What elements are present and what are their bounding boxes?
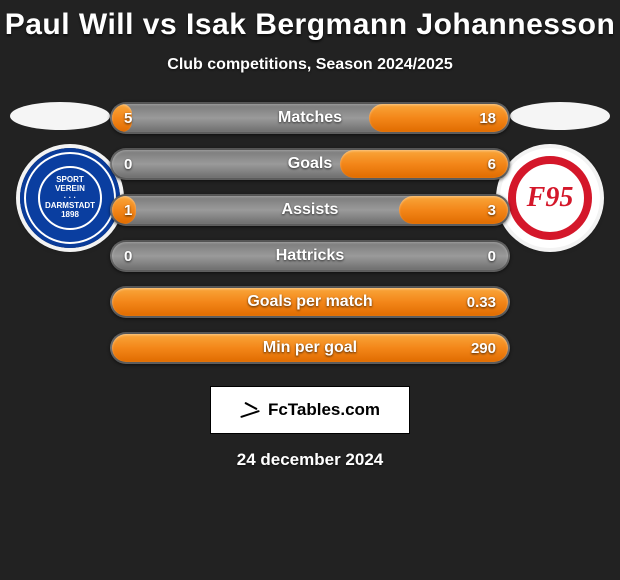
brand-logo: FcTables.com: [210, 386, 410, 434]
brand-spark-icon: [240, 401, 262, 419]
bar-row: 06Goals: [110, 148, 510, 180]
comparison-chart: SPORTVEREIN· · ·DARMSTADT1898 F95 518Mat…: [0, 102, 620, 372]
brand-text: FcTables.com: [268, 400, 380, 420]
bar-row: 0 0Hattricks: [110, 240, 510, 272]
player-right-avatar-placeholder: [510, 102, 610, 130]
bar-row: 0.33Goals per match: [110, 286, 510, 318]
bar-value-left: 0: [112, 150, 144, 178]
bar-row: 290Min per goal: [110, 332, 510, 364]
bar-value-left: 0: [112, 242, 144, 270]
club-badge-left: SPORTVEREIN· · ·DARMSTADT1898: [20, 148, 120, 248]
bar-fill-left: [112, 104, 132, 132]
bar-fill-left: [112, 196, 136, 224]
page-title: Paul Will vs Isak Bergmann Johannesson: [0, 0, 620, 42]
bar-value-right: 0: [476, 242, 508, 270]
club-badge-right-text: F95: [527, 182, 574, 214]
bar-fill-right: [340, 150, 508, 178]
date-text: 24 december 2024: [0, 450, 620, 470]
subtitle: Club competitions, Season 2024/2025: [0, 56, 620, 74]
bar-row: 518Matches: [110, 102, 510, 134]
bar-fill-right: [399, 196, 508, 224]
player-left-avatar-placeholder: [10, 102, 110, 130]
bar-fill-right: [112, 334, 508, 362]
bar-label: Hattricks: [112, 242, 508, 270]
bar-rows-container: 518Matches06Goals13Assists00Hattricks0.3…: [110, 102, 510, 378]
bar-fill-right: [369, 104, 508, 132]
club-badge-right: F95: [500, 148, 600, 248]
bar-fill-right: [112, 288, 508, 316]
bar-row: 13Assists: [110, 194, 510, 226]
